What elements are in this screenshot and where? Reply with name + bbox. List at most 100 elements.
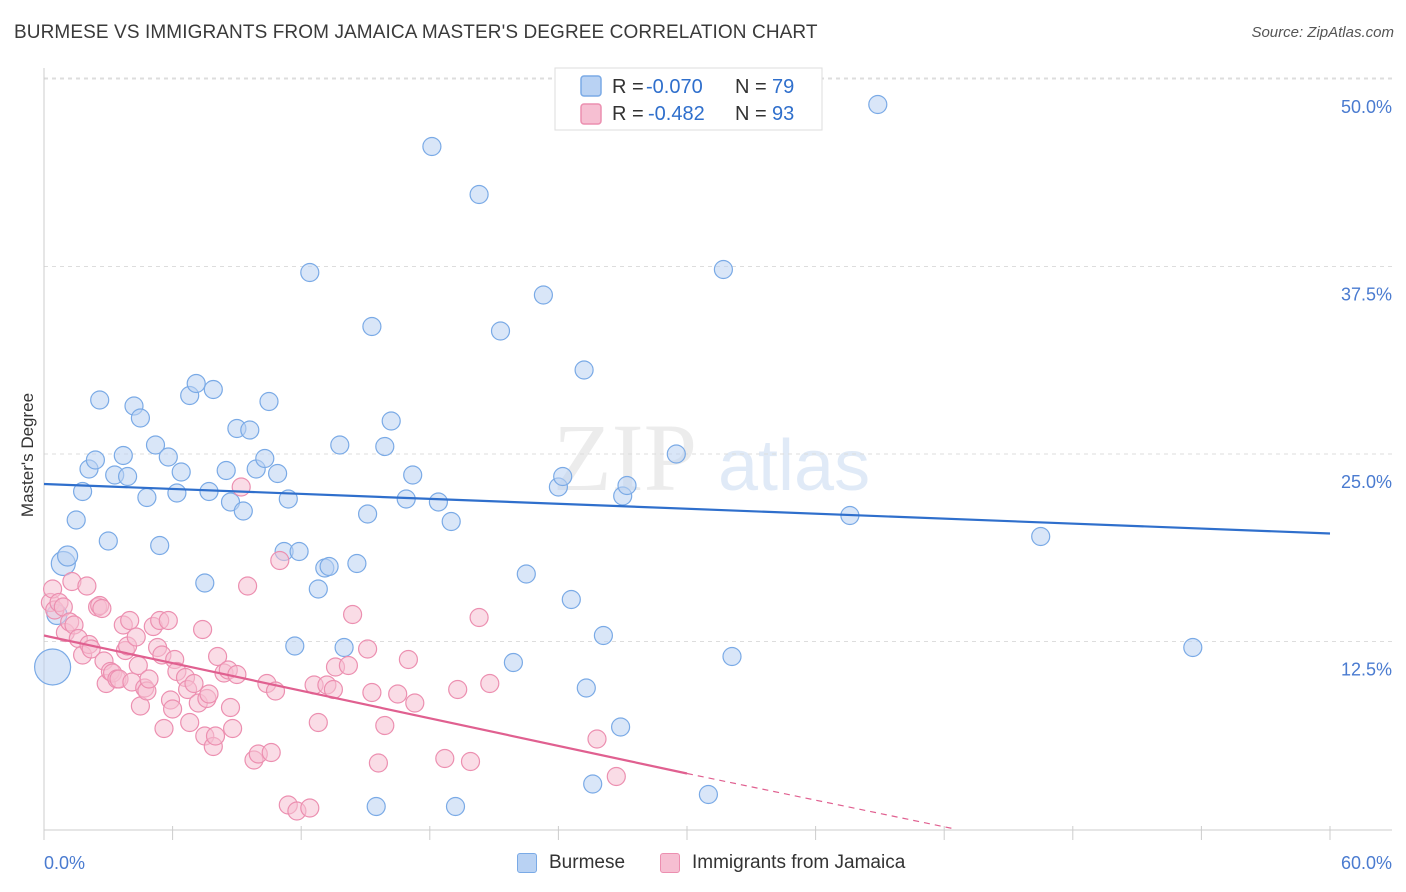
jamaica-point xyxy=(92,598,112,619)
trend-line-burmese xyxy=(43,482,1331,535)
burmese-point xyxy=(1031,526,1051,547)
burmese-point xyxy=(1183,637,1203,658)
jamaica-point xyxy=(362,682,382,703)
jamaica-point xyxy=(480,673,500,694)
jamaica-point xyxy=(448,679,468,700)
legend-item-burmese: Burmese xyxy=(517,852,625,874)
burmese-point xyxy=(259,391,279,412)
trend-line-jamaica xyxy=(43,634,688,775)
burmese-point xyxy=(347,553,367,574)
burmese-point xyxy=(366,796,386,817)
burmese-point xyxy=(503,652,524,673)
burmese-point xyxy=(240,420,260,440)
points-layer xyxy=(33,94,1203,821)
legend-n-value-jamaica: 93 xyxy=(772,103,794,125)
jamaica-point xyxy=(270,550,290,571)
burmese-point xyxy=(490,321,511,341)
burmese-point xyxy=(516,564,536,584)
burmese-point xyxy=(362,316,382,337)
legend-n-label-jamaica: N = xyxy=(735,103,767,125)
burmese-point xyxy=(137,487,157,508)
burmese-point xyxy=(171,462,191,482)
jamaica-point xyxy=(163,699,183,719)
y-tick-label: 12.5% xyxy=(1341,660,1392,680)
trend-line-jamaica-extension xyxy=(686,772,956,830)
burmese-point xyxy=(33,648,72,686)
burmese-point xyxy=(574,360,594,380)
jamaica-point xyxy=(180,712,200,733)
jamaica-point xyxy=(238,576,258,596)
burmese-point xyxy=(576,678,596,698)
x-tick-label-left: 0.0% xyxy=(44,853,85,873)
jamaica-point xyxy=(139,669,159,689)
watermark: ZIP atlas xyxy=(553,404,870,511)
jamaica-point xyxy=(205,726,226,746)
jamaica-point xyxy=(469,607,489,628)
burmese-point xyxy=(441,511,461,532)
jamaica-point xyxy=(77,576,97,596)
chart-title: BURMESE VS IMMIGRANTS FROM JAMAICA MASTE… xyxy=(14,22,818,43)
jamaica-point xyxy=(358,639,378,659)
y-tick-label: 50.0% xyxy=(1341,97,1392,117)
y-tick-label: 37.5% xyxy=(1341,285,1392,305)
burmese-point xyxy=(381,411,401,431)
gridlines xyxy=(44,77,1392,642)
burmese-point xyxy=(216,460,236,481)
jamaica-point xyxy=(460,751,481,772)
burmese-point xyxy=(117,466,138,487)
axes xyxy=(43,68,1392,840)
burmese-point xyxy=(150,535,170,556)
legend-r-value-jamaica: -0.482 xyxy=(648,103,705,125)
legend-n-label-burmese: N = xyxy=(735,76,767,98)
burmese-point xyxy=(422,136,442,157)
legend-r-value-burmese: -0.070 xyxy=(646,76,703,98)
source-label: Source: ZipAtlas.com xyxy=(1251,24,1394,41)
jamaica-point xyxy=(208,646,228,667)
burmese-point xyxy=(722,646,742,667)
burmese-point xyxy=(158,447,178,467)
burmese-point xyxy=(330,435,350,455)
burmese-point xyxy=(308,579,328,599)
burmese-point xyxy=(445,796,466,817)
burmese-point xyxy=(868,94,888,115)
legend-n-value-burmese: 79 xyxy=(772,76,794,98)
jamaica-point xyxy=(375,715,395,736)
jamaica-point xyxy=(184,673,204,694)
jamaica-point xyxy=(435,748,455,769)
burmese-point xyxy=(268,463,288,484)
jamaica-point xyxy=(606,766,626,787)
y-tick-label: 25.0% xyxy=(1341,472,1392,492)
jamaica-point xyxy=(154,718,174,739)
stats-legend: R = -0.070 N = 79 R = -0.482 N = 93 xyxy=(554,67,823,131)
legend-swatch-burmese xyxy=(580,75,602,97)
burmese-point xyxy=(713,259,734,280)
burmese-point xyxy=(319,556,339,577)
burmese-point xyxy=(561,589,581,610)
burmese-point xyxy=(593,625,614,646)
burmese-point xyxy=(428,492,448,512)
legend-r-label-burmese: R = xyxy=(612,76,644,98)
jamaica-point xyxy=(405,693,425,713)
x-tick-label-right: 60.0% xyxy=(1341,853,1392,873)
jamaica-point xyxy=(231,477,251,497)
burmese-point xyxy=(610,717,631,737)
burmese-point xyxy=(233,501,253,521)
burmese-point xyxy=(533,285,554,305)
legend-swatch-jamaica xyxy=(580,103,602,125)
burmese-point xyxy=(186,373,206,394)
burmese-point xyxy=(195,573,215,593)
burmese-point xyxy=(98,531,118,551)
burmese-point xyxy=(375,436,395,457)
burmese-point xyxy=(113,445,133,466)
burmese-point xyxy=(300,262,320,283)
burmese-point xyxy=(90,390,110,410)
y-tick-labels: 12.5% 25.0% 37.5% 50.0% xyxy=(1341,97,1392,680)
trend-layer xyxy=(43,482,1331,830)
legend-swatch xyxy=(517,853,537,873)
burmese-point xyxy=(66,510,86,530)
jamaica-point xyxy=(308,712,328,733)
jamaica-point xyxy=(338,655,358,676)
series-legend: Burmese Immigrants from Jamaica xyxy=(0,852,1406,878)
jamaica-point xyxy=(120,610,140,631)
